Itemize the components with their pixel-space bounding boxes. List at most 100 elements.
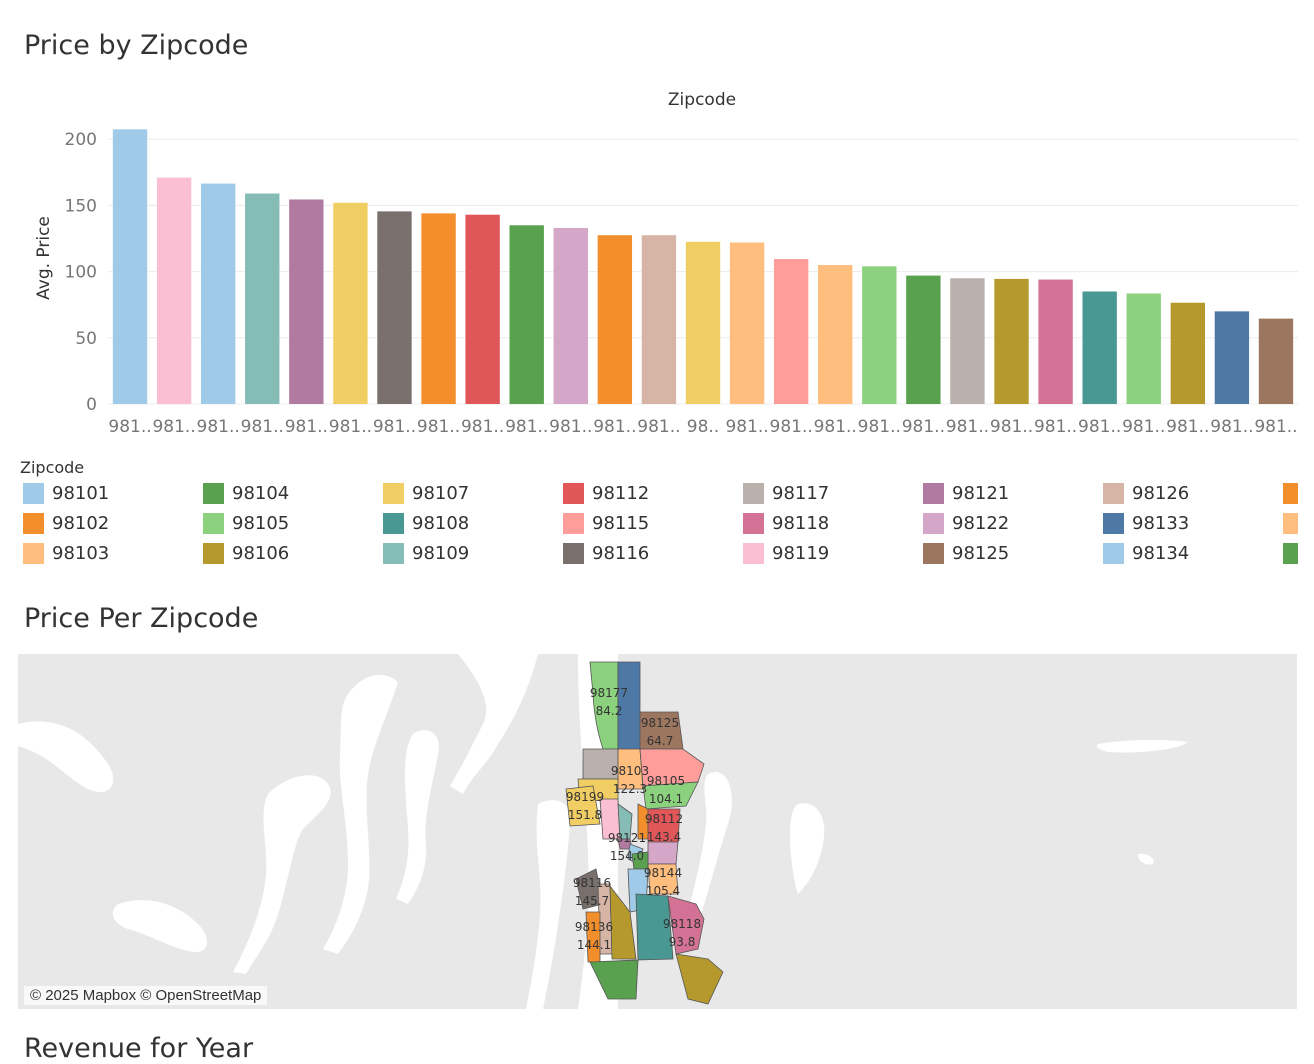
map-value-label: 143.4 (647, 830, 681, 844)
bar[interactable] (156, 177, 192, 404)
legend-label: 98106 (232, 542, 290, 564)
x-tick-label: 981.. (593, 417, 636, 437)
bar[interactable] (862, 266, 897, 404)
legend-item[interactable]: 98134 (1103, 542, 1189, 564)
legend-label: 98134 (1132, 542, 1190, 564)
legend-label: 98104 (232, 482, 290, 504)
legend-item[interactable]: 98115 (563, 512, 649, 534)
legend-title: Zipcode (20, 458, 85, 477)
region-98108[interactable] (635, 893, 674, 961)
bar[interactable] (950, 278, 985, 404)
legend-item[interactable]: 98105 (203, 512, 289, 534)
region-98115[interactable] (639, 748, 705, 787)
bar[interactable] (597, 235, 633, 404)
bar[interactable] (112, 129, 148, 405)
legend-swatch (23, 512, 44, 534)
bar[interactable] (818, 265, 853, 404)
x-tick-label: 981.. (1166, 417, 1209, 437)
legend-item[interactable] (1283, 542, 1298, 564)
legend-item[interactable]: 98107 (383, 482, 469, 504)
bar[interactable] (729, 242, 765, 404)
sheet-title-revenue-for-year: Revenue for Year (24, 1033, 254, 1064)
map-zip-label: 98177 (590, 686, 628, 700)
map-attribution[interactable]: © 2025 Mapbox © OpenStreetMap (24, 986, 268, 1005)
legend-swatch (203, 542, 224, 564)
bar[interactable] (906, 275, 941, 404)
bars[interactable] (112, 129, 1294, 405)
legend-swatch (923, 512, 944, 534)
legend-item[interactable]: 98109 (383, 542, 469, 564)
bar[interactable] (773, 259, 809, 404)
legend-swatch (1283, 542, 1298, 564)
region-98122[interactable] (647, 841, 679, 865)
legend-item[interactable]: 98102 (23, 512, 109, 534)
x-tick-label: 981.. (858, 417, 901, 437)
legend-item[interactable]: 98122 (923, 512, 1009, 534)
legend-item[interactable]: 98116 (563, 542, 649, 564)
bar[interactable] (289, 199, 324, 404)
x-axis-ticks: 981.. 981.. 981.. 981.. 981.. 981.. 981.. 981..… (108, 417, 1297, 437)
bar[interactable] (1214, 311, 1250, 404)
legend-label: 98122 (952, 512, 1010, 534)
bar[interactable] (200, 183, 236, 404)
region-98105[interactable] (642, 781, 699, 810)
map-value-label: 154.0 (610, 849, 644, 863)
bar[interactable] (421, 213, 456, 404)
region-98118[interactable] (667, 895, 705, 955)
bar[interactable] (245, 193, 280, 404)
map-value-label: 64.7 (647, 734, 674, 748)
legend-item[interactable]: 98119 (743, 542, 829, 564)
region-98146[interactable] (589, 959, 639, 1000)
legend-item[interactable]: 98112 (563, 482, 649, 504)
legend-item[interactable]: 98125 (923, 542, 1009, 564)
map-value-label: 84.2 (596, 704, 623, 718)
legend-item[interactable]: 98104 (203, 482, 289, 504)
legend-swatch (1103, 542, 1124, 564)
bar[interactable] (1082, 291, 1117, 404)
legend-item[interactable]: 98133 (1103, 512, 1189, 534)
legend-swatch (923, 542, 944, 564)
bar[interactable] (994, 278, 1029, 404)
map-value-label: 151.8 (568, 808, 602, 822)
bar[interactable] (377, 211, 412, 404)
bar[interactable] (1170, 302, 1206, 404)
bar[interactable] (509, 225, 544, 404)
bar[interactable] (1126, 293, 1161, 404)
legend-item[interactable]: 98121 (923, 482, 1009, 504)
bar[interactable] (1258, 318, 1294, 404)
bar[interactable] (1038, 279, 1073, 404)
bar[interactable] (465, 214, 500, 404)
legend-label: 98117 (772, 482, 830, 504)
legend-item[interactable]: 98103 (23, 542, 109, 564)
legend-item[interactable] (1283, 512, 1298, 534)
region-98144[interactable] (647, 863, 679, 895)
y-tick-label: 150 (65, 196, 97, 216)
legend-item[interactable]: 98118 (743, 512, 829, 534)
legend-item[interactable]: 98101 (23, 482, 109, 504)
bar[interactable] (685, 241, 721, 404)
legend-label: 98102 (52, 512, 110, 534)
region-98178[interactable] (675, 953, 724, 1005)
x-tick-label: 981.. (990, 417, 1033, 437)
legend-item[interactable]: 98108 (383, 512, 469, 534)
bar[interactable] (641, 235, 677, 404)
legend-item[interactable]: 98106 (203, 542, 289, 564)
bar[interactable] (553, 227, 588, 404)
region-98106[interactable] (609, 884, 637, 960)
legend-swatch (563, 512, 584, 534)
map-value-label: 104.1 (649, 792, 683, 806)
legend-item[interactable] (1283, 482, 1298, 504)
x-tick-label: 981.. (241, 417, 284, 437)
legend-label: 98119 (772, 542, 830, 564)
x-tick-label: 981.. (946, 417, 989, 437)
zipcode-regions[interactable] (565, 661, 724, 1005)
legend-item[interactable]: 98117 (743, 482, 829, 504)
legend-label: 98125 (952, 542, 1010, 564)
bar[interactable] (333, 202, 368, 404)
legend-item[interactable]: 98126 (1103, 482, 1189, 504)
zipcode-map[interactable]: 98177 84.2 98125 64.7 98103 122.3 98105 104.1 98… (18, 654, 1297, 1009)
legend-label: 98126 (1132, 482, 1190, 504)
map-value-label: 144.1 (577, 938, 611, 952)
region-98199[interactable] (565, 785, 601, 827)
